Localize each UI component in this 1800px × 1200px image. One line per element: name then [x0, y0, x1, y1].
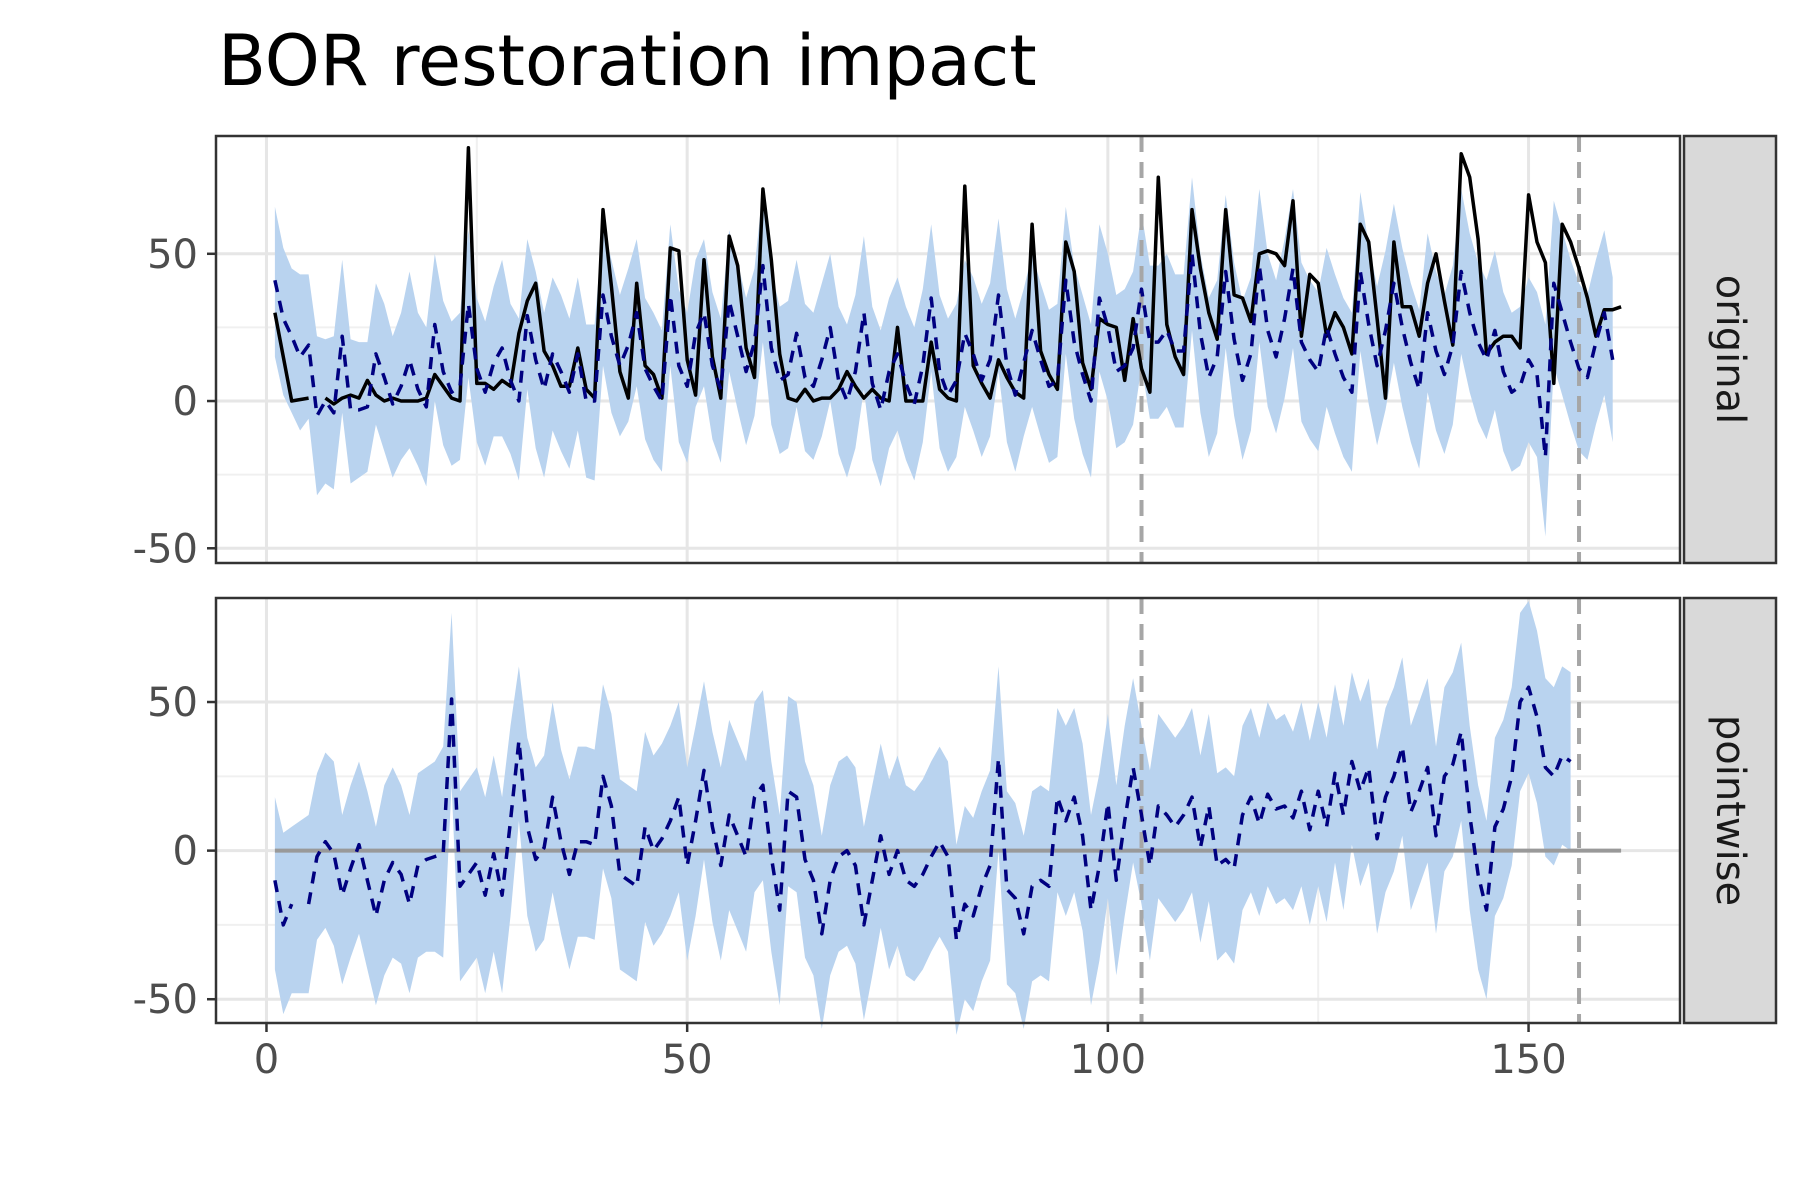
x-tick-label: 50	[662, 1037, 713, 1083]
facet-strip-label: original	[1707, 275, 1753, 425]
chart-title: BOR restoration impact	[218, 20, 1037, 102]
facet-strip-label: pointwise	[1707, 715, 1753, 906]
facet-strip	[1682, 134, 1778, 565]
predicted-series-line	[273, 879, 294, 927]
y-tick-label: 50	[147, 680, 198, 726]
y-tick-label: -50	[133, 977, 198, 1023]
panel-border	[214, 596, 1682, 1025]
y-tick-label: 0	[173, 379, 198, 425]
y-tick-label: -50	[133, 526, 198, 572]
x-axis: 0 50 100 150	[254, 1023, 1567, 1083]
actual-series-line	[273, 312, 309, 403]
panel-pointwise: -50 0 50 pointwise	[133, 596, 1778, 1035]
y-tick-label: 50	[147, 232, 198, 278]
confidence-band	[274, 601, 1571, 1035]
predicted-series-line	[273, 252, 1615, 459]
facet-strip	[1682, 596, 1778, 1025]
x-tick-label: 150	[1490, 1037, 1566, 1083]
x-tick-label: 0	[254, 1037, 279, 1083]
y-tick-label: 0	[173, 829, 198, 875]
actual-series-line	[324, 146, 1622, 406]
panel-original: -50 0 50 original	[133, 134, 1778, 572]
x-tick-label: 100	[1070, 1037, 1146, 1083]
panel-border	[214, 134, 1682, 565]
